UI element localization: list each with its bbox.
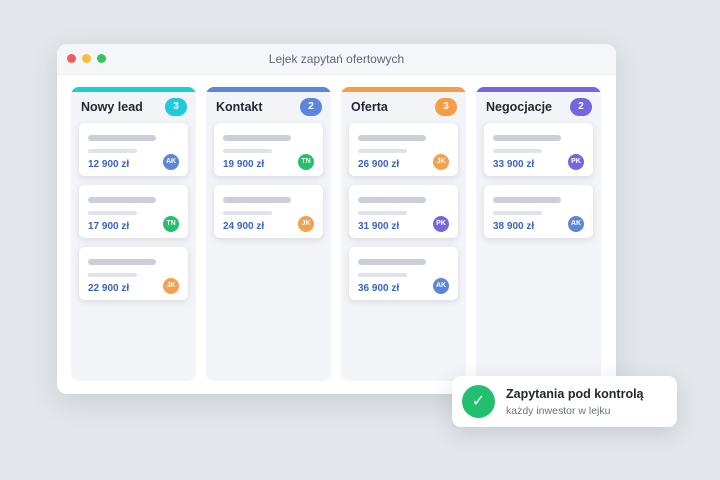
lead-card[interactable]: 19 900 zł TN	[214, 123, 323, 176]
column-count-badge: 2	[570, 98, 592, 116]
assignee-avatar[interactable]: AK	[568, 216, 584, 232]
assignee-avatar[interactable]: TN	[298, 154, 314, 170]
card-amount: 24 900 zł	[223, 221, 265, 232]
card-title-placeholder	[493, 197, 561, 203]
assignee-avatar[interactable]: PK	[433, 216, 449, 232]
card-subtitle-placeholder	[358, 273, 407, 277]
column-oferta: Oferta 3 26 900 zł JK 31 900 zł PK 36 900 zł AK	[341, 87, 466, 381]
title-bar: Lejek zapytań ofertowych	[57, 44, 616, 75]
column-negocjacje: Negocjacje 2 33 900 zł PK 38 900 zł AK	[476, 87, 601, 381]
lead-card[interactable]: 17 900 zł TN	[79, 185, 188, 238]
column-count-badge: 3	[435, 98, 457, 116]
card-amount: 22 900 zł	[88, 283, 130, 294]
column-title: Oferta	[351, 100, 388, 114]
assignee-avatar[interactable]: TN	[163, 216, 179, 232]
column-count-badge: 3	[165, 98, 187, 116]
close-window-button[interactable]	[67, 54, 76, 63]
column-color-bar	[206, 87, 331, 92]
assignee-avatar[interactable]: AK	[163, 154, 179, 170]
column-header: Nowy lead 3	[71, 92, 196, 122]
card-title-placeholder	[223, 197, 291, 203]
column-title: Nowy lead	[81, 100, 143, 114]
column-nowy-lead: Nowy lead 3 12 900 zł AK 17 900 zł TN 22 900 z…	[71, 87, 196, 381]
column-color-bar	[71, 87, 196, 92]
lead-card[interactable]: 36 900 zł AK	[349, 247, 458, 300]
card-amount: 19 900 zł	[223, 159, 265, 170]
column-kontakt: Kontakt 2 19 900 zł TN 24 900 zł JK	[206, 87, 331, 381]
toast-subtitle: każdy inwestor w lejku	[506, 405, 611, 417]
card-amount: 33 900 zł	[493, 159, 535, 170]
assignee-avatar[interactable]: PK	[568, 154, 584, 170]
card-title-placeholder	[358, 197, 426, 203]
column-color-bar	[476, 87, 601, 92]
maximize-window-button[interactable]	[97, 54, 106, 63]
assignee-avatar[interactable]: JK	[163, 278, 179, 294]
minimize-window-button[interactable]	[82, 54, 91, 63]
card-subtitle-placeholder	[88, 273, 137, 277]
card-subtitle-placeholder	[358, 211, 407, 215]
lead-card[interactable]: 22 900 zł JK	[79, 247, 188, 300]
lead-card[interactable]: 26 900 zł JK	[349, 123, 458, 176]
column-header: Oferta 3	[341, 92, 466, 122]
column-title: Kontakt	[216, 100, 263, 114]
card-amount: 26 900 zł	[358, 159, 400, 170]
card-title-placeholder	[493, 135, 561, 141]
app-window: Lejek zapytań ofertowych Nowy lead 3 12 90…	[57, 44, 616, 394]
card-amount: 36 900 zł	[358, 283, 400, 294]
card-amount: 31 900 zł	[358, 221, 400, 232]
assignee-avatar[interactable]: JK	[433, 154, 449, 170]
toast-title: Zapytania pod kontrolą	[506, 387, 644, 401]
window-title: Lejek zapytań ofertowych	[268, 52, 405, 66]
card-title-placeholder	[88, 259, 156, 265]
column-count-badge: 2	[300, 98, 322, 116]
column-header: Negocjacje 2	[476, 92, 601, 122]
card-title-placeholder	[88, 135, 156, 141]
card-subtitle-placeholder	[493, 211, 542, 215]
card-subtitle-placeholder	[88, 211, 137, 215]
column-color-bar	[341, 87, 466, 92]
card-subtitle-placeholder	[493, 149, 542, 153]
lead-card[interactable]: 38 900 zł AK	[484, 185, 593, 238]
check-icon: ✓	[462, 385, 495, 418]
card-title-placeholder	[358, 135, 426, 141]
card-subtitle-placeholder	[223, 149, 272, 153]
lead-card[interactable]: 24 900 zł JK	[214, 185, 323, 238]
column-header: Kontakt 2	[206, 92, 331, 122]
assignee-avatar[interactable]: AK	[433, 278, 449, 294]
card-title-placeholder	[88, 197, 156, 203]
card-subtitle-placeholder	[358, 149, 407, 153]
card-amount: 38 900 zł	[493, 221, 535, 232]
lead-card[interactable]: 31 900 zł PK	[349, 185, 458, 238]
card-amount: 12 900 zł	[88, 159, 130, 170]
card-amount: 17 900 zł	[88, 221, 130, 232]
column-title: Negocjacje	[486, 100, 553, 114]
lead-card[interactable]: 33 900 zł PK	[484, 123, 593, 176]
notification-toast: ✓ Zapytania pod kontrolą każdy inwestor …	[452, 376, 677, 427]
card-title-placeholder	[358, 259, 426, 265]
assignee-avatar[interactable]: JK	[298, 216, 314, 232]
lead-card[interactable]: 12 900 zł AK	[79, 123, 188, 176]
card-title-placeholder	[223, 135, 291, 141]
card-subtitle-placeholder	[88, 149, 137, 153]
card-subtitle-placeholder	[223, 211, 272, 215]
